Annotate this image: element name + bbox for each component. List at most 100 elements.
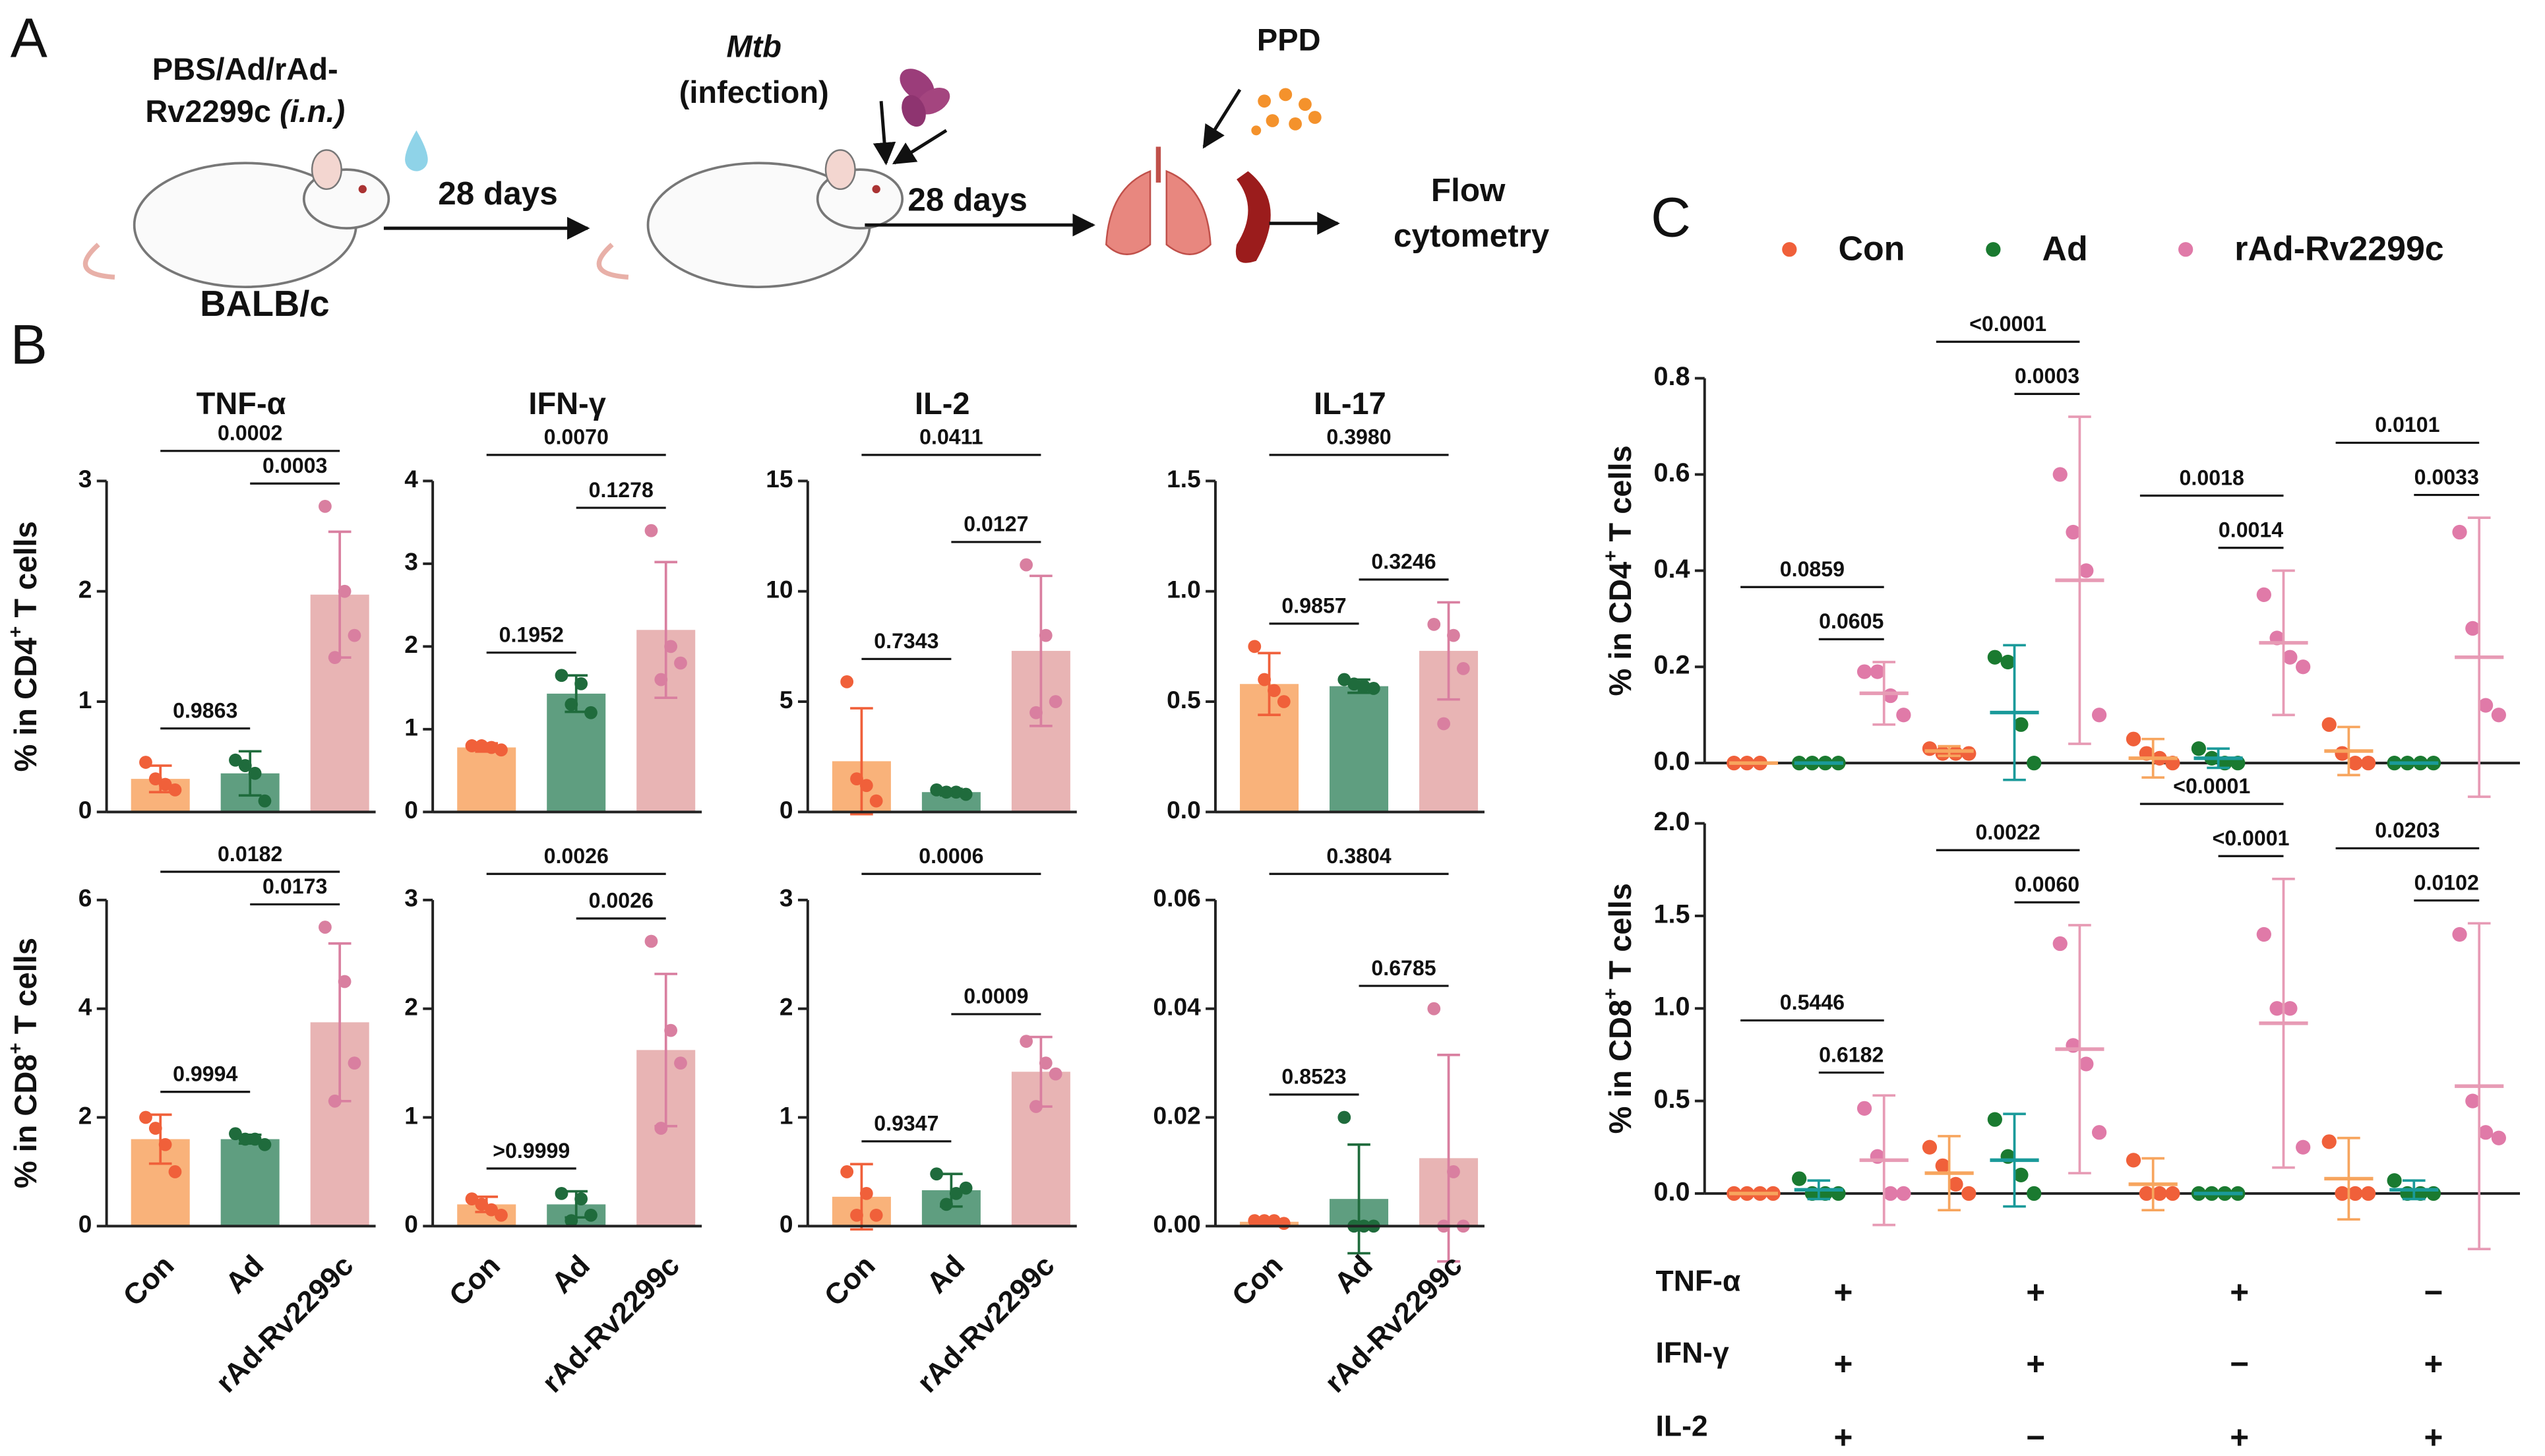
p-value: 0.0060	[2015, 872, 2079, 896]
table-sign: +	[2424, 1346, 2443, 1382]
y-tick-label: 2.0	[1653, 807, 1690, 836]
table-sign: +	[1833, 1346, 1853, 1382]
data-point	[584, 706, 598, 719]
y-tick-label: 0.4	[1653, 555, 1690, 584]
legend-marker	[1986, 242, 2001, 257]
p-value: 0.1952	[499, 622, 564, 646]
data-point	[2091, 1125, 2107, 1140]
y-axis-label-sup: +	[5, 1043, 26, 1054]
y-tick-label: 0.04	[1153, 992, 1202, 1020]
data-point	[2296, 659, 2311, 675]
data-point	[1856, 1101, 1872, 1116]
p-value: 0.3980	[1326, 425, 1391, 449]
mouse	[82, 149, 390, 289]
p-value: 0.0127	[964, 512, 1028, 536]
y-tick-label: 0.0	[1653, 1177, 1690, 1206]
bar	[220, 1139, 280, 1227]
table-sign: +	[2230, 1419, 2249, 1455]
stimulus: PPD	[1257, 22, 1321, 57]
data-point	[654, 1122, 668, 1135]
x-tick-label: Ad	[921, 1249, 971, 1300]
y-tick-label: 0.8	[1653, 362, 1690, 391]
y-tick-label: 0	[78, 796, 92, 824]
y-axis-label-sup: +	[1600, 551, 1622, 562]
x-tick-label: Con	[443, 1249, 506, 1312]
data-point	[1870, 664, 1885, 679]
y-tick-label: 0.6	[1653, 458, 1690, 487]
y-tick-label: 0.02	[1153, 1101, 1201, 1129]
y-tick-label: 1	[780, 1101, 793, 1129]
data-point	[584, 1208, 598, 1222]
y-tick-label: 4	[404, 465, 418, 493]
data-point	[1268, 684, 1281, 698]
p-value: 0.7343	[874, 629, 938, 653]
table-row-label: TNF-α	[1656, 1265, 1741, 1298]
data-point	[2269, 1001, 2284, 1016]
data-point	[2348, 756, 2363, 771]
y-tick-label: 0.5	[1167, 686, 1201, 713]
data-point	[1049, 1067, 1062, 1081]
data-point	[258, 1138, 272, 1151]
x-tick-label: Ad	[220, 1249, 270, 1300]
lungs	[1105, 146, 1211, 255]
p-value: 0.1278	[589, 478, 654, 502]
data-point	[168, 783, 182, 797]
y-tick-label: 3	[404, 548, 418, 576]
table-sign: −	[2230, 1346, 2249, 1382]
p-value: 0.9857	[1281, 594, 1346, 618]
strain: BALB/c	[200, 284, 329, 324]
data-point	[940, 785, 953, 799]
data-point	[930, 1167, 944, 1181]
data-point	[1248, 1214, 1262, 1228]
bacteria	[900, 69, 950, 127]
data-point	[644, 934, 658, 948]
legend-label: Con	[1838, 229, 1905, 268]
y-tick-label: 3	[78, 465, 92, 493]
table-sign: +	[2026, 1274, 2045, 1310]
table-sign: +	[2230, 1274, 2249, 1310]
data-point	[2452, 926, 2467, 942]
p-value: 0.0859	[1780, 557, 1845, 581]
data-point	[1277, 695, 1291, 708]
y-tick-label: 0	[404, 1210, 418, 1238]
data-point	[940, 1198, 953, 1211]
p-value: <0.0001	[2173, 774, 2250, 798]
data-point	[2283, 1001, 2298, 1016]
y-tick-label: 1.0	[1167, 576, 1201, 603]
data-point	[168, 1165, 182, 1178]
data-point	[1258, 1214, 1272, 1228]
data-point	[930, 783, 944, 797]
y-axis-label-part: % in CD8	[1603, 1000, 1638, 1134]
data-point	[1987, 1112, 2002, 1127]
vaccine-text: Rv2299c (i.n.)	[145, 94, 345, 129]
data-point	[644, 524, 658, 537]
legend-marker	[2178, 242, 2193, 257]
y-tick-label: 1.0	[1653, 992, 1690, 1021]
data-point	[465, 1192, 479, 1206]
y-tick-label: 0.06	[1153, 884, 1201, 912]
y-axis-label-part: T cells	[1603, 883, 1638, 988]
x-tick-label: Ad	[545, 1249, 596, 1300]
data-point	[2139, 1186, 2154, 1201]
data-point	[840, 1165, 854, 1178]
data-point	[2296, 1139, 2311, 1155]
data-point	[2052, 936, 2068, 952]
p-value: 0.9863	[173, 698, 237, 722]
panel-label: A	[11, 7, 47, 69]
p-value: 0.0014	[2219, 518, 2283, 542]
x-tick-label: Con	[818, 1249, 882, 1312]
data-point	[465, 739, 479, 752]
data-point	[1248, 640, 1262, 653]
data-point	[495, 743, 508, 757]
pathogen: Mtb	[726, 29, 781, 64]
x-tick-label: Con	[1226, 1249, 1289, 1312]
arrow	[1202, 88, 1242, 149]
x-tick-label: Con	[117, 1249, 181, 1312]
p-value: 0.8523	[1281, 1065, 1346, 1089]
data-point	[1883, 1186, 1898, 1201]
data-point	[485, 741, 499, 754]
data-point	[1337, 1110, 1351, 1124]
data-point	[664, 1023, 678, 1037]
legend-marker	[1782, 242, 1797, 257]
